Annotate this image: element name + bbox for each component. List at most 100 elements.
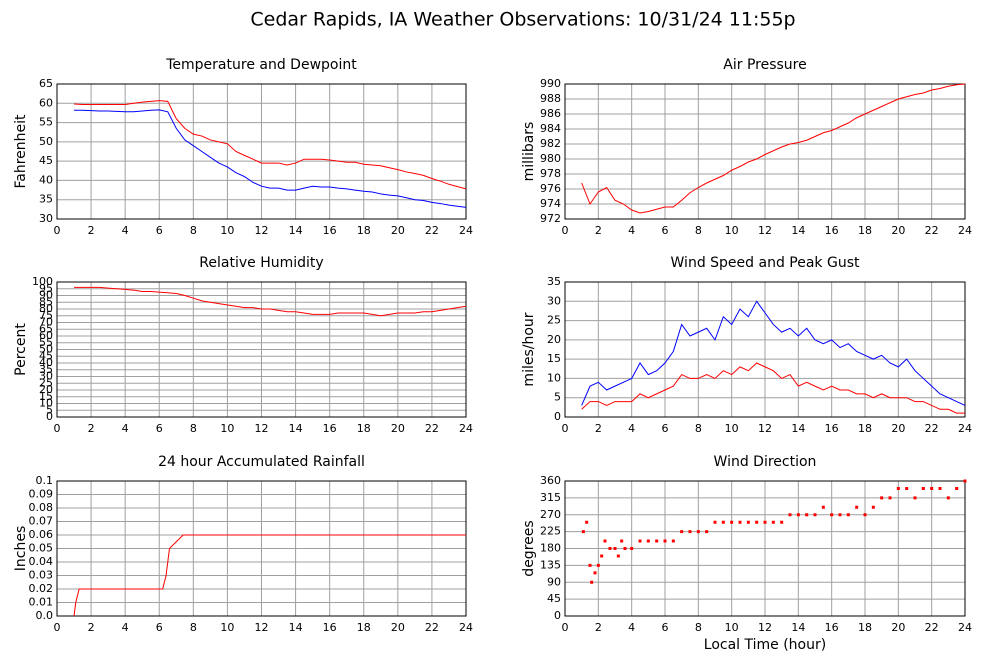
plot-frame (56, 281, 467, 418)
x-tick-label: 22 (425, 224, 439, 237)
y-axis-label: miles/hour (521, 312, 537, 386)
y-tick-label: 984 (540, 122, 561, 135)
x-tick-label: 2 (88, 224, 95, 237)
x-tick-label: 22 (925, 224, 939, 237)
y-tick-label: 10 (39, 397, 53, 410)
x-tick-label: 10 (725, 621, 739, 634)
data-point (608, 547, 612, 550)
plot-frame (564, 281, 966, 418)
x-tick-label: 18 (357, 621, 371, 634)
y-tick-label: 65 (39, 322, 53, 335)
y-tick-label: 315 (540, 491, 561, 504)
panel-title: Temperature and Dewpoint (165, 57, 357, 73)
data-point (616, 554, 620, 558)
x-tick-label: 18 (858, 621, 872, 634)
plot-frame (56, 83, 467, 220)
data-point (830, 513, 834, 517)
y-axis-label: Inches (13, 526, 29, 571)
x-tick-label: 14 (289, 422, 303, 435)
x-tick-label: 24 (958, 621, 972, 634)
y-axis-label: Percent (13, 323, 29, 376)
data-point (771, 520, 775, 524)
x-tick-label: 0 (562, 422, 569, 435)
x-tick-label: 8 (695, 621, 702, 634)
data-point (671, 539, 675, 543)
x-tick-label: 8 (190, 422, 197, 435)
data-point (821, 505, 825, 509)
x-tick-label: 12 (255, 422, 269, 435)
y-tick-label: 100 (32, 275, 53, 288)
data-point (921, 487, 925, 490)
data-point (646, 539, 650, 543)
x-tick-label: 0 (54, 422, 61, 435)
x-tick-label: 2 (88, 422, 95, 435)
data-point (938, 487, 942, 490)
data-point (871, 505, 875, 509)
x-tick-label: 4 (122, 224, 129, 237)
data-point (838, 513, 842, 517)
data-point (855, 505, 859, 509)
x-tick-label: 22 (425, 422, 439, 435)
data-point (746, 520, 750, 524)
data-point (590, 580, 594, 584)
data-point (613, 547, 617, 550)
data-line (73, 534, 466, 617)
panel-title: Relative Humidity (199, 255, 323, 271)
y-tick-label: 65 (39, 77, 53, 90)
y-tick-label: 55 (39, 336, 53, 349)
data-line (74, 100, 467, 190)
x-tick-label: 10 (220, 224, 234, 237)
x-tick-label: 14 (791, 422, 805, 435)
y-axis-label: Fahrenheit (13, 114, 29, 189)
data-point (620, 539, 624, 543)
y-tick-label: 990 (540, 77, 561, 90)
y-tick-label: 986 (540, 107, 561, 120)
y-tick-label: 0 (46, 410, 53, 423)
x-tick-label: 0 (54, 621, 61, 634)
x-tick-label: 20 (891, 621, 905, 634)
y-tick-label: 45 (39, 349, 53, 362)
y-tick-label: 25 (39, 376, 53, 389)
y-tick-label: 976 (540, 182, 561, 195)
y-tick-label: 75 (39, 309, 53, 322)
y-tick-label: 360 (540, 474, 561, 487)
y-tick-label: 40 (39, 173, 53, 186)
x-tick-label: 8 (190, 224, 197, 237)
data-point (721, 520, 725, 524)
figure-title: Cedar Rapids, IA Weather Observations: 1… (250, 9, 795, 31)
x-tick-label: 22 (925, 621, 939, 634)
y-tick-label: 0.06 (29, 528, 54, 541)
data-point (888, 496, 892, 500)
y-tick-label: 50 (39, 135, 53, 148)
data-point (930, 487, 934, 490)
data-line (581, 83, 966, 214)
y-tick-label: 35 (39, 193, 53, 206)
panel-title: Air Pressure (723, 57, 806, 73)
y-tick-label: 270 (540, 508, 561, 521)
data-point (585, 520, 589, 524)
x-tick-label: 20 (891, 422, 905, 435)
y-tick-label: 0.01 (29, 596, 54, 609)
data-point (638, 539, 642, 543)
y-tick-label: 0.09 (29, 488, 54, 501)
x-tick-label: 20 (391, 422, 405, 435)
x-tick-label: 6 (156, 224, 163, 237)
y-tick-label: 0.08 (29, 501, 54, 514)
panel-title: Wind Speed and Peak Gust (671, 255, 860, 271)
data-point (913, 496, 917, 500)
y-tick-label: 25 (547, 314, 561, 327)
x-tick-label: 2 (595, 621, 602, 634)
x-tick-label: 6 (662, 224, 669, 237)
y-tick-label: 20 (39, 383, 53, 396)
x-tick-label: 0 (562, 224, 569, 237)
panel-title: 24 hour Accumulated Rainfall (158, 454, 365, 470)
plot-frame (564, 480, 966, 617)
y-tick-label: 15 (39, 390, 53, 403)
y-tick-label: 0.05 (29, 542, 54, 555)
x-tick-label: 22 (425, 621, 439, 634)
data-point (588, 563, 592, 567)
y-tick-label: 0 (554, 609, 561, 622)
x-tick-label: 6 (662, 621, 669, 634)
x-tick-label: 10 (220, 621, 234, 634)
y-tick-label: 978 (540, 167, 561, 180)
